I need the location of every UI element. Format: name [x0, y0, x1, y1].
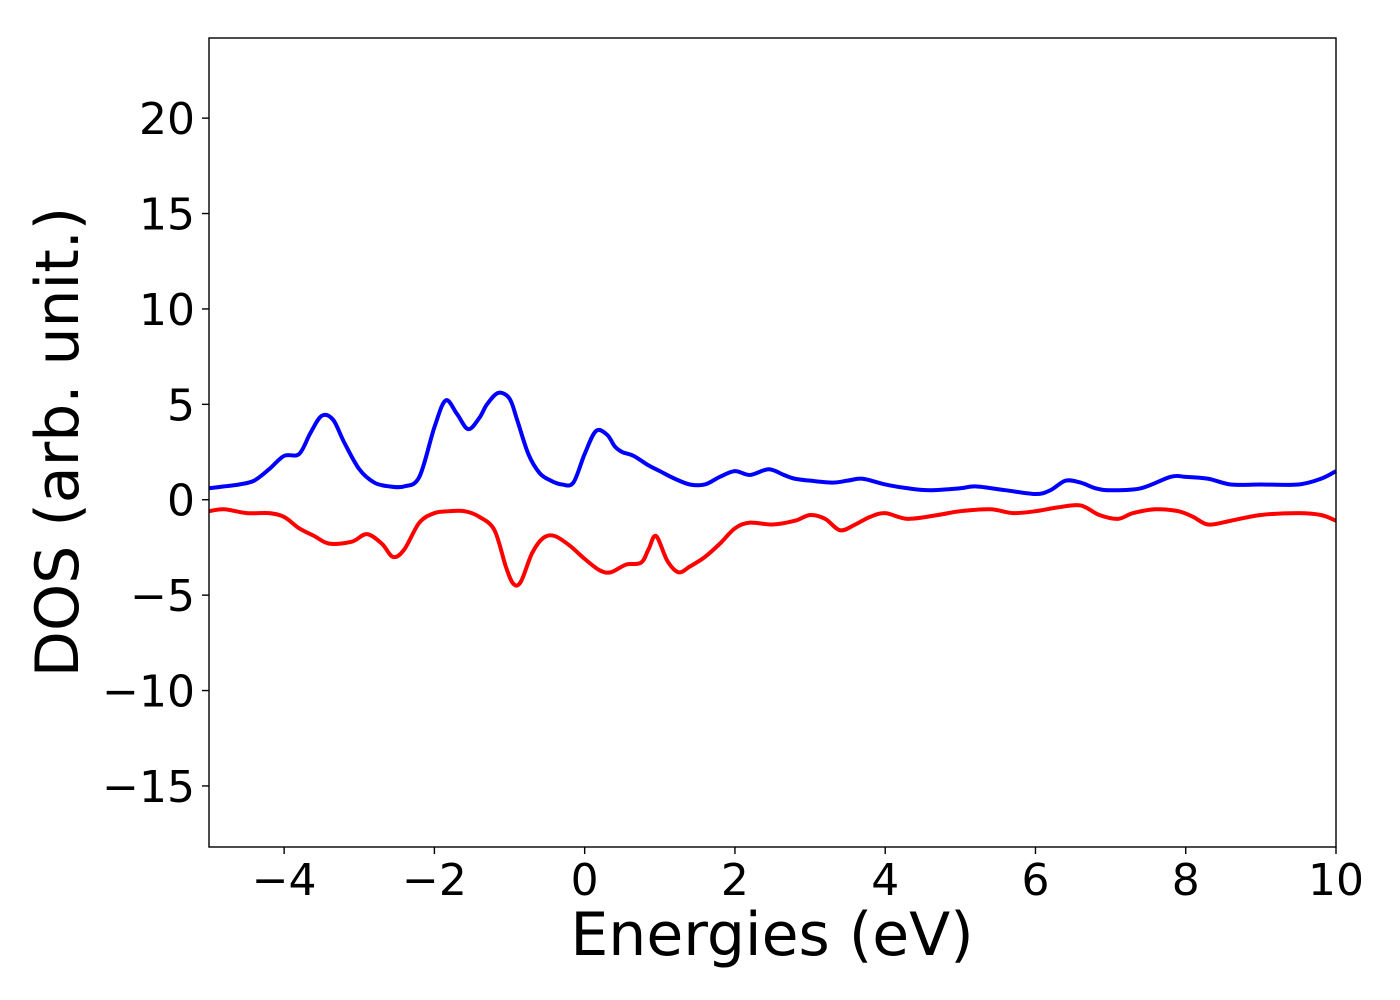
x-axis-title: Energies (eV) — [570, 900, 973, 970]
series-layer — [208, 390, 1337, 588]
y-tick-label: 0 — [167, 476, 195, 527]
plot-background — [209, 38, 1336, 847]
x-axis: −4 −2 0 2 4 6 8 10 — [252, 847, 1364, 906]
y-axis: −15 −10 −5 0 5 10 15 20 — [102, 94, 209, 813]
x-tick-label: 4 — [871, 855, 899, 906]
series-line-1 — [208, 390, 1337, 497]
y-axis-title: DOS (arb. unit.) — [23, 207, 93, 677]
plot-frame — [208, 37, 1337, 848]
x-tick-label: −4 — [252, 855, 317, 906]
y-tick-label: −5 — [130, 571, 195, 622]
y-tick-label: 15 — [139, 190, 195, 241]
y-tick-label: −15 — [102, 762, 195, 813]
x-tick-label: 6 — [1021, 855, 1049, 906]
y-tick-label: 10 — [139, 285, 195, 336]
y-tick-label: 20 — [139, 94, 195, 145]
series-line-2 — [208, 503, 1337, 588]
y-tick-label: −10 — [102, 667, 195, 718]
y-tick-label: 5 — [167, 380, 195, 431]
x-tick-label: 10 — [1308, 855, 1364, 906]
x-tick-label: 0 — [571, 855, 599, 906]
x-tick-label: −2 — [402, 855, 467, 906]
x-tick-label: 8 — [1172, 855, 1200, 906]
x-tick-label: 2 — [721, 855, 749, 906]
